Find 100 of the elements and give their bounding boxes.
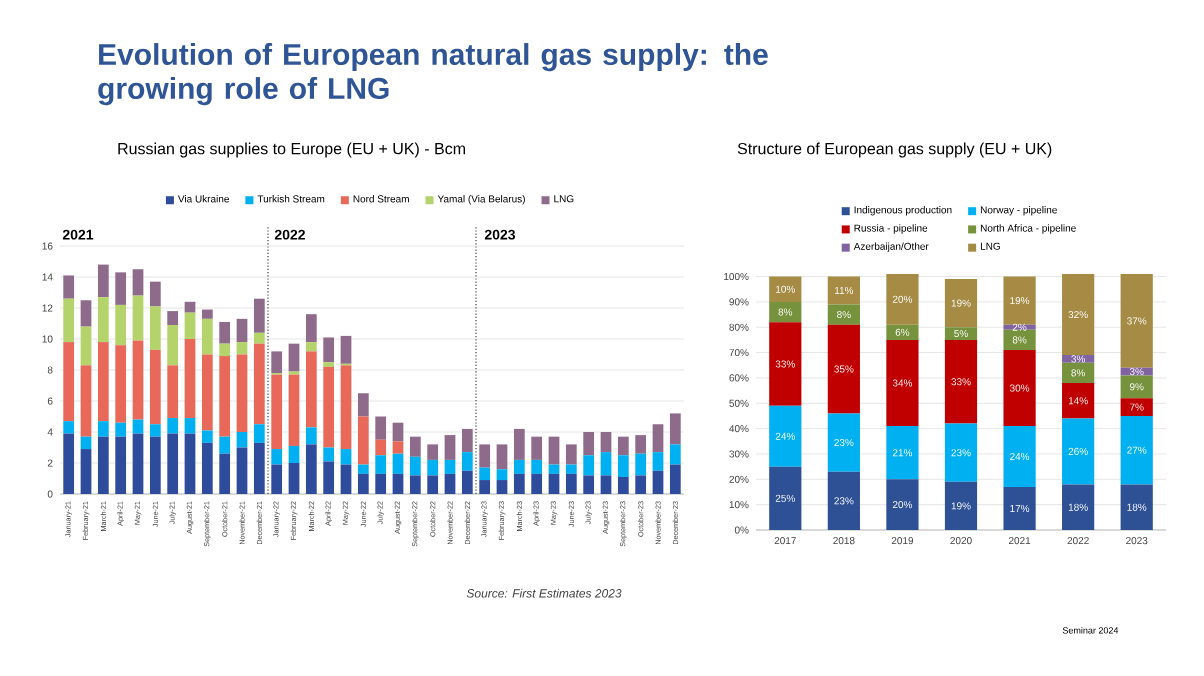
bar <box>323 461 335 494</box>
bar <box>201 430 213 443</box>
bar <box>583 475 595 494</box>
bar <box>253 332 265 344</box>
bar <box>1120 484 1153 530</box>
bar <box>531 436 543 460</box>
bar <box>479 480 491 494</box>
bar <box>461 428 473 453</box>
bar <box>565 464 577 474</box>
bar <box>513 428 525 460</box>
bar <box>827 413 860 472</box>
bar <box>531 473 543 494</box>
bar <box>80 326 92 366</box>
bar <box>375 473 387 494</box>
bar <box>167 311 179 326</box>
bar <box>1062 418 1095 485</box>
bar <box>184 312 196 339</box>
bar <box>461 470 473 494</box>
bar <box>652 470 664 494</box>
bar <box>600 432 612 453</box>
bar <box>769 405 802 467</box>
bar <box>253 424 265 443</box>
bar <box>409 456 421 476</box>
bar <box>167 418 179 434</box>
bar <box>427 459 439 476</box>
bar <box>288 374 300 446</box>
bar <box>80 449 92 494</box>
bar <box>617 436 629 456</box>
bar <box>635 453 647 476</box>
bar <box>827 304 860 325</box>
bar <box>392 473 404 494</box>
bar <box>201 442 213 494</box>
bar <box>392 441 404 454</box>
bar <box>548 464 560 474</box>
bar <box>63 421 75 434</box>
bar <box>1003 426 1036 487</box>
bar <box>236 318 248 343</box>
bar <box>1120 415 1153 485</box>
bar <box>271 464 283 494</box>
bar <box>80 365 92 437</box>
bar <box>496 480 508 494</box>
bar <box>132 269 144 296</box>
chart-subtitle: Russian gas supplies to Europe (EU + UK) - Bcm <box>118 142 465 158</box>
bar <box>357 473 369 494</box>
bar <box>149 424 161 437</box>
bar <box>253 343 265 425</box>
bar <box>236 354 248 432</box>
bar <box>1003 276 1036 325</box>
bar <box>63 275 75 299</box>
bar <box>184 339 196 419</box>
bar <box>1003 329 1036 351</box>
bar <box>115 272 127 305</box>
bar <box>669 413 681 445</box>
bar <box>149 281 161 307</box>
bar <box>236 342 248 355</box>
bar <box>340 464 352 494</box>
bar <box>149 306 161 350</box>
bar <box>652 424 664 453</box>
bar <box>944 423 978 482</box>
chart-title: Structure of European gas supply (EU + UK) <box>737 142 1052 158</box>
bar <box>305 427 317 445</box>
bar <box>886 324 919 340</box>
bar <box>288 445 300 463</box>
bar <box>132 433 144 494</box>
bar <box>886 274 919 325</box>
bar <box>271 374 283 450</box>
bar <box>97 342 109 422</box>
bar <box>340 449 352 465</box>
bar <box>357 393 369 417</box>
bar <box>340 365 352 450</box>
bar <box>97 421 109 437</box>
bar <box>219 356 231 437</box>
bar <box>357 464 369 474</box>
bar <box>115 304 127 346</box>
bar <box>652 452 664 471</box>
bar <box>132 295 144 341</box>
bar <box>201 318 213 355</box>
bar <box>669 464 681 494</box>
bar <box>583 432 595 456</box>
bar <box>132 340 144 420</box>
bar <box>409 436 421 457</box>
bar <box>583 455 595 476</box>
bar <box>1062 274 1095 356</box>
bar <box>149 349 161 425</box>
bar <box>769 276 802 302</box>
bar <box>115 436 127 494</box>
bar <box>427 475 439 494</box>
bar <box>219 343 231 357</box>
bar <box>513 473 525 494</box>
chart-title: Evolution of European natural gas supply: the growing role of LNG <box>98 43 768 106</box>
bar <box>944 279 978 328</box>
bar <box>63 433 75 494</box>
bar <box>167 433 179 494</box>
bar <box>288 343 300 372</box>
bar <box>1003 350 1036 427</box>
bar <box>944 481 978 530</box>
bar <box>115 345 127 423</box>
bar <box>323 366 335 448</box>
bar <box>827 471 860 530</box>
bar <box>63 342 75 422</box>
